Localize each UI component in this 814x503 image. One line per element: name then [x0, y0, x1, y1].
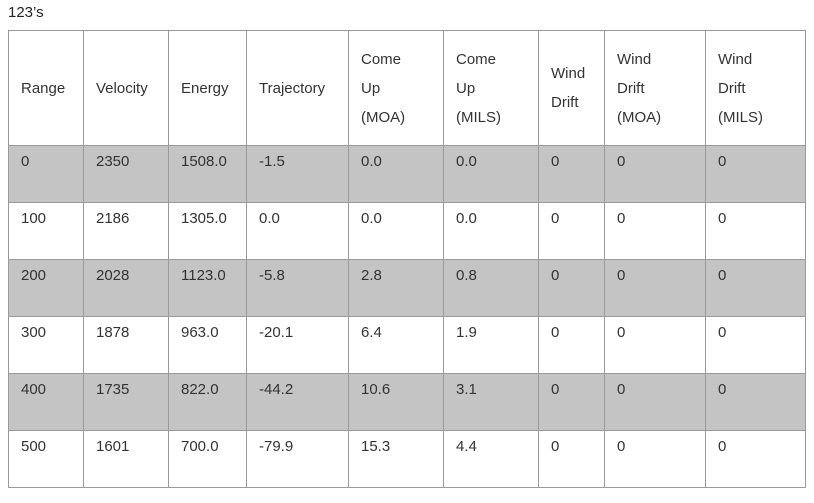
table-cell: 1508.0 [168, 145, 247, 203]
table-cell: 0 [705, 145, 806, 203]
table-cell: 0 [705, 316, 806, 374]
header-line: Range [21, 79, 66, 97]
table-cell: 0.0 [348, 145, 444, 203]
table-cell: 0 [604, 373, 706, 431]
table-cell: 2028 [83, 259, 169, 317]
header-line: Velocity [96, 79, 148, 97]
header-cell: Trajectory [246, 30, 349, 146]
table-cell: 1305.0 [168, 202, 247, 260]
table-row: 300 1878 963.0 -20.1 6.4 1.9 0 0 0 [8, 316, 806, 374]
table-cell: 6.4 [348, 316, 444, 374]
table-row: 100 2186 1305.0 0.0 0.0 0.0 0 0 0 [8, 202, 806, 260]
header-line: (MOA) [617, 108, 662, 126]
header-line: Drift [617, 79, 645, 97]
table-cell: 0 [604, 259, 706, 317]
table-cell: 700.0 [168, 430, 247, 488]
table-cell: 0.0 [443, 145, 539, 203]
header-line: Come [361, 50, 402, 68]
table-cell: 0 [538, 430, 605, 488]
table-cell: -44.2 [246, 373, 349, 431]
table-cell: 0 [604, 145, 706, 203]
table-cell: 1601 [83, 430, 169, 488]
table-cell: 0.8 [443, 259, 539, 317]
table-cell: 0.0 [443, 202, 539, 260]
table-cell: 0 [705, 202, 806, 260]
header-cell: Wind Drift (MOA) [604, 30, 706, 146]
table-cell: 0 [538, 145, 605, 203]
table-cell: -1.5 [246, 145, 349, 203]
table-cell: 0 [604, 316, 706, 374]
table-cell: 0 [604, 430, 706, 488]
table-cell: 300 [8, 316, 84, 374]
table-cell: 2186 [83, 202, 169, 260]
table-body: 0 2350 1508.0 -1.5 0.0 0.0 0 0 0 100 2186 1305.0 0.0… [8, 145, 806, 488]
header-cell: Wind Drift [538, 30, 605, 146]
table-cell: 3.1 [443, 373, 539, 431]
table-cell: 200 [8, 259, 84, 317]
table-cell: 0 [538, 373, 605, 431]
table-cell: 0 [705, 373, 806, 431]
table-cell: 0 [604, 202, 706, 260]
table-cell: 0 [538, 202, 605, 260]
table-cell: 0.0 [348, 202, 444, 260]
table-cell: 400 [8, 373, 84, 431]
table-cell: 1123.0 [168, 259, 247, 317]
table-row: 0 2350 1508.0 -1.5 0.0 0.0 0 0 0 [8, 145, 806, 203]
header-line: (MILS) [718, 108, 763, 126]
header-line: Come [456, 50, 497, 68]
header-cell: Wind Drift (MILS) [705, 30, 806, 146]
header-cell: Come Up (MILS) [443, 30, 539, 146]
table-cell: 0 [8, 145, 84, 203]
table-cell: 0 [538, 316, 605, 374]
table-cell: 1878 [83, 316, 169, 374]
table-cell: 100 [8, 202, 84, 260]
header-line: Trajectory [259, 79, 326, 97]
title: 123’s [8, 4, 44, 21]
table-cell: 0.0 [246, 202, 349, 260]
header-line: Wind [551, 65, 586, 82]
table-cell: 2.8 [348, 259, 444, 317]
header-line: Drift [718, 79, 746, 97]
table-cell: 10.6 [348, 373, 444, 431]
table-cell: 0 [705, 430, 806, 488]
table-cell: -79.9 [246, 430, 349, 488]
header-row: Range Velocity Energy Trajectory Come Up (MOA)… [8, 30, 806, 146]
header-line: Energy [181, 79, 229, 97]
header-cell: Come Up (MOA) [348, 30, 444, 146]
table-cell: 0 [705, 259, 806, 317]
table-row: 500 1601 700.0 -79.9 15.3 4.4 0 0 0 [8, 430, 806, 488]
header-cell: Velocity [83, 30, 169, 146]
table-cell: 500 [8, 430, 84, 488]
table-row: 400 1735 822.0 -44.2 10.6 3.1 0 0 0 [8, 373, 806, 431]
table-cell: 822.0 [168, 373, 247, 431]
table-cell: 1735 [83, 373, 169, 431]
table-cell: 1.9 [443, 316, 539, 374]
table-cell: 4.4 [443, 430, 539, 488]
header-line: Drift [551, 94, 579, 111]
header-cell: Range [8, 30, 84, 146]
table-cell: 0 [538, 259, 605, 317]
header-line: Up [456, 79, 476, 97]
header-cell: Energy [168, 30, 247, 146]
table-cell: 963.0 [168, 316, 247, 374]
header-line: Wind [718, 50, 753, 68]
table-cell: 2350 [83, 145, 169, 203]
header-line: (MOA) [361, 108, 406, 126]
ballistics-table: Range Velocity Energy Trajectory Come Up (MOA)… [8, 30, 806, 488]
header-line: Wind [617, 50, 652, 68]
table-cell: -5.8 [246, 259, 349, 317]
header-line: Up [361, 79, 381, 97]
table-cell: -20.1 [246, 316, 349, 374]
table-row: 200 2028 1123.0 -5.8 2.8 0.8 0 0 0 [8, 259, 806, 317]
table-cell: 15.3 [348, 430, 444, 488]
header-line: (MILS) [456, 108, 501, 126]
